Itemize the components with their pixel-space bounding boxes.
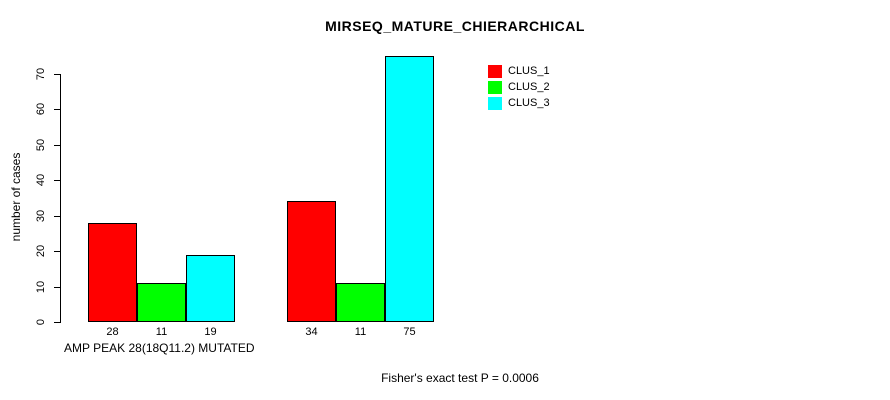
y-axis-tick-label: 60 <box>35 102 47 116</box>
y-axis-tick-label: 10 <box>35 280 47 294</box>
legend-item-clus_1: CLUS_1 <box>488 63 550 79</box>
legend-item-clus_3: CLUS_3 <box>488 95 550 111</box>
y-axis-line <box>60 73 61 323</box>
bar-clus_3 <box>385 56 434 322</box>
bar-value-label: 11 <box>354 326 367 338</box>
bar-value-label: 28 <box>106 326 119 338</box>
legend-label: CLUS_2 <box>508 81 550 93</box>
y-axis-tick <box>54 251 60 252</box>
legend-swatch-clus_1 <box>488 64 502 78</box>
y-axis-tick <box>54 216 60 217</box>
y-axis-title: number of cases <box>9 152 23 242</box>
bar-clus_2 <box>336 283 385 322</box>
legend-item-clus_2: CLUS_2 <box>488 79 550 95</box>
bar-clus_2 <box>137 283 186 322</box>
legend-label: CLUS_1 <box>508 65 550 77</box>
y-axis-tick-label: 50 <box>35 138 47 152</box>
y-axis-tick-label: 20 <box>35 244 47 258</box>
bar-clus_1 <box>287 201 336 322</box>
y-axis-tick <box>54 74 60 75</box>
legend-swatch-clus_3 <box>488 96 502 110</box>
legend: CLUS_1 CLUS_2 CLUS_3 <box>488 63 550 111</box>
bar-value-label: 75 <box>403 326 416 338</box>
bar-clus_3 <box>186 255 235 322</box>
y-axis-tick-label: 0 <box>35 318 47 326</box>
y-axis-tick-label: 40 <box>35 173 47 187</box>
bar-value-label: 19 <box>204 326 217 338</box>
chart-title: MIRSEQ_MATURE_CHIERARCHICAL <box>325 18 585 34</box>
y-axis-tick-label: 70 <box>35 67 47 81</box>
y-axis-tick <box>54 109 60 110</box>
x-axis-label: AMP PEAK 28(18Q11.2) MUTATED <box>64 341 255 355</box>
bar-value-label: 11 <box>155 326 168 338</box>
y-axis-tick <box>54 145 60 146</box>
legend-label: CLUS_3 <box>508 97 550 109</box>
bar-value-label: 34 <box>305 326 318 338</box>
legend-swatch-clus_2 <box>488 80 502 94</box>
annotation-text: Fisher's exact test P = 0.0006 <box>381 371 539 385</box>
y-axis-tick <box>54 180 60 181</box>
bar-clus_1 <box>88 223 137 322</box>
y-axis-tick <box>54 322 60 323</box>
y-axis-tick-label: 30 <box>35 209 47 223</box>
y-axis-tick <box>54 287 60 288</box>
